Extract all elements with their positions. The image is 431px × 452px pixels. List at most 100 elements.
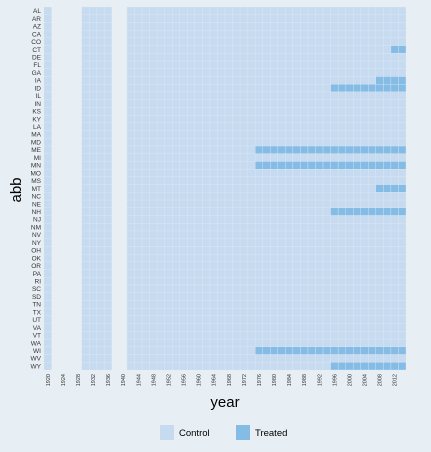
- x-tick-label-1980: 1980: [272, 374, 278, 386]
- heatmap-cell-CO-1958: [187, 37, 196, 46]
- heatmap-cell-MD-1986: [292, 138, 301, 147]
- heatmap-cell-ME-1984: [285, 145, 294, 154]
- heatmap-cell-NC-1974: [247, 192, 256, 201]
- heatmap-cell-MI-1996: [330, 153, 339, 162]
- heatmap-cell-IA-1972: [239, 76, 248, 85]
- heatmap-cell-WV-2000: [345, 354, 354, 363]
- heatmap-cell-TN-1994: [322, 300, 331, 309]
- heatmap-cell-NH-2012: [390, 207, 399, 216]
- heatmap-cell-RI-1998: [337, 277, 346, 286]
- heatmap-cell-NV-1988: [300, 230, 309, 239]
- heatmap-cell-AZ-1984: [285, 22, 294, 31]
- heatmap-cell-RI-2000: [345, 277, 354, 286]
- heatmap-cell-NE-2014: [398, 199, 407, 208]
- heatmap-cell-IL-1934: [96, 91, 105, 100]
- heatmap-cell-NE-2004: [360, 199, 369, 208]
- heatmap-cell-CT-1956: [179, 45, 188, 54]
- heatmap-cell-AR-2008: [375, 14, 384, 23]
- heatmap-cell-ID-1930: [81, 84, 90, 93]
- heatmap-cell-UT-2004: [360, 315, 369, 324]
- heatmap-cell-MS-2010: [383, 176, 392, 185]
- heatmap-cell-NE-1934: [96, 199, 105, 208]
- heatmap-cell-CT-1966: [217, 45, 226, 54]
- heatmap-cell-KS-1962: [202, 107, 211, 116]
- heatmap-cell-CA-1976: [254, 29, 263, 39]
- heatmap-cell-NJ-1996: [330, 215, 339, 224]
- heatmap-cell-ME-1956: [179, 145, 188, 154]
- heatmap-cell-IL-1966: [217, 91, 226, 100]
- heatmap-cell-LA-1948: [149, 122, 158, 131]
- heatmap-cell-NC-1952: [164, 192, 173, 201]
- heatmap-cell-CT-1950: [156, 45, 165, 54]
- heatmap-cell-CO-2010: [383, 37, 392, 46]
- heatmap-cell-VT-1954: [172, 331, 180, 340]
- heatmap-cell-NY-1980: [270, 238, 278, 247]
- heatmap-cell-KS-1954: [172, 107, 180, 116]
- heatmap-cell-DE-1984: [285, 53, 294, 62]
- heatmap-cell-NY-1996: [330, 238, 339, 247]
- heatmap-cell-SC-1930: [81, 284, 90, 293]
- heatmap-cell-IL-1976: [254, 91, 263, 100]
- heatmap-cell-MT-1964: [209, 184, 218, 193]
- heatmap-cell-PA-1974: [247, 269, 256, 278]
- heatmap-cell-WY-1978: [262, 362, 271, 371]
- heatmap-cell-CA-2000: [345, 29, 354, 39]
- heatmap-cell-UT-2014: [398, 315, 407, 324]
- heatmap-cell-NJ-1976: [254, 215, 263, 224]
- heatmap-cell-NV-1934: [96, 230, 105, 239]
- heatmap-cell-GA-1980: [270, 68, 278, 77]
- heatmap-cell-UT-1944: [134, 315, 143, 324]
- heatmap-cell-MT-1988: [300, 184, 309, 193]
- heatmap-cell-VA-2006: [368, 323, 377, 332]
- heatmap-cell-AR-1956: [179, 14, 188, 23]
- heatmap-cell-MT-1936: [104, 184, 113, 193]
- heatmap-cell-MT-1952: [164, 184, 173, 193]
- heatmap-cell-IA-1994: [322, 76, 331, 85]
- heatmap-cell-NH-2006: [368, 207, 377, 216]
- heatmap-cell-NJ-1968: [224, 215, 233, 224]
- heatmap-cell-FL-1952: [164, 60, 173, 69]
- heatmap-cell-MS-1950: [156, 176, 165, 185]
- heatmap-cell-OK-1930: [81, 253, 90, 263]
- heatmap-cell-NV-1936: [104, 230, 113, 239]
- heatmap-cell-WV-1988: [300, 354, 309, 363]
- heatmap-cell-WV-1944: [134, 354, 143, 363]
- heatmap-cell-TX-1990: [307, 308, 316, 317]
- heatmap-cell-MD-2006: [368, 138, 377, 147]
- heatmap-cell-NY-2000: [345, 238, 354, 247]
- heatmap-cell-OK-2004: [360, 253, 369, 263]
- heatmap-cell-WI-2002: [353, 346, 361, 355]
- heatmap-cell-TN-1920: [43, 300, 52, 309]
- heatmap-cell-IL-1936: [104, 91, 113, 100]
- heatmap-cell-AR-1964: [209, 14, 218, 23]
- heatmap-cell-IA-1942: [126, 76, 135, 85]
- heatmap-cell-IA-1920: [43, 76, 52, 85]
- heatmap-cell-MA-1988: [300, 130, 309, 139]
- heatmap-cell-WY-1966: [217, 362, 226, 371]
- heatmap-cell-MS-1980: [270, 176, 278, 185]
- y-tick-label-NJ: NJ: [33, 217, 41, 224]
- heatmap-cell-AR-2012: [390, 14, 399, 23]
- heatmap-cell-WI-1932: [89, 346, 97, 355]
- heatmap-cell-MI-2000: [345, 153, 354, 162]
- heatmap-cell-OR-1954: [172, 261, 180, 270]
- heatmap-cell-DE-1954: [172, 53, 180, 62]
- heatmap-cell-NM-1948: [149, 223, 158, 232]
- heatmap-cell-TX-2012: [390, 308, 399, 317]
- heatmap-cell-MT-1942: [126, 184, 135, 193]
- heatmap-cell-IL-2002: [353, 91, 361, 100]
- heatmap-cell-NC-1966: [217, 192, 226, 201]
- heatmap-cell-WV-1978: [262, 354, 271, 363]
- heatmap-cell-MS-1990: [307, 176, 316, 185]
- heatmap-cell-ME-1996: [330, 145, 339, 154]
- heatmap-cell-IN-2000: [345, 99, 354, 108]
- heatmap-cell-NY-1954: [172, 238, 180, 247]
- heatmap-cell-CT-2008: [375, 45, 384, 54]
- heatmap-cell-KY-2000: [345, 114, 354, 124]
- heatmap-cell-NH-1968: [224, 207, 233, 216]
- heatmap-cell-VT-1944: [134, 331, 143, 340]
- heatmap-cell-SC-1946: [141, 284, 150, 293]
- heatmap-cell-AZ-2012: [390, 22, 399, 31]
- heatmap-cell-AR-2000: [345, 14, 354, 23]
- heatmap-cell-NC-2002: [353, 192, 361, 201]
